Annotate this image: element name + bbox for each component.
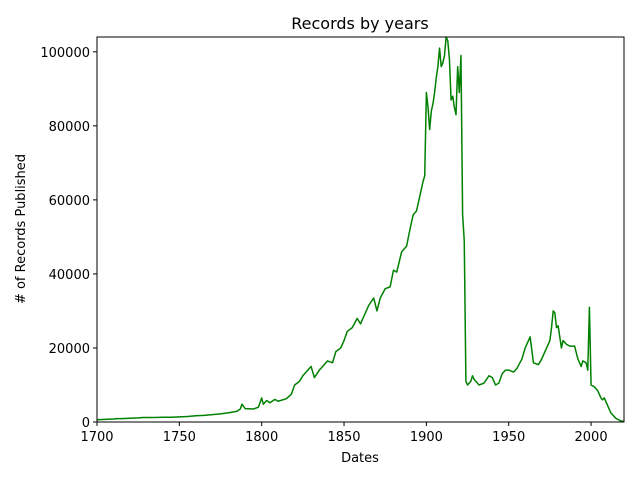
y-tick-label: 0 [82, 416, 90, 431]
x-tick-label: 1900 [410, 430, 443, 445]
x-tick-label: 1700 [80, 430, 113, 445]
x-tick-label: 2000 [575, 430, 608, 445]
y-tick-label: 100000 [40, 46, 90, 61]
series-line [96, 36, 625, 423]
y-tick-label: 40000 [49, 268, 90, 283]
x-tick-label: 1950 [492, 430, 525, 445]
y-axis: 0 20000 40000 60000 80000 100000 [40, 46, 97, 431]
x-tick-label: 1850 [327, 430, 360, 445]
chart-title: Records by years [291, 14, 428, 33]
plot-area [96, 36, 625, 423]
x-axis-label: Dates [341, 451, 379, 466]
plot-frame [96, 36, 625, 423]
y-tick-label: 80000 [49, 120, 90, 135]
y-tick-label: 20000 [49, 342, 90, 357]
y-axis-label: # of Records Published [14, 154, 29, 304]
x-tick-label: 1750 [163, 430, 196, 445]
x-axis: 1700 1750 1800 1850 1900 1950 2000 [80, 422, 608, 445]
x-tick-label: 1800 [245, 430, 278, 445]
y-tick-label: 60000 [49, 194, 90, 209]
